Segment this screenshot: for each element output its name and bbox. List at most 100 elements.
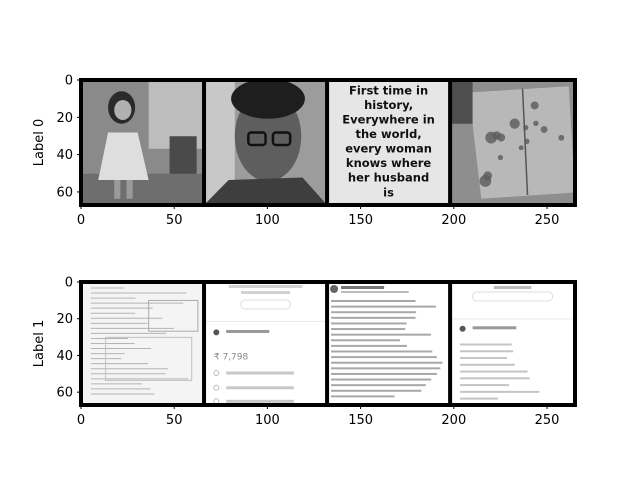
timeline-line (226, 386, 294, 390)
book-illustration-blot (530, 101, 539, 110)
tile-separator (448, 80, 453, 205)
x-tick-label: 0 (77, 213, 85, 228)
pill-button (472, 291, 554, 302)
man-shirt (204, 177, 328, 205)
post-text-line (331, 356, 437, 359)
detail-line (460, 384, 510, 387)
status-dot (213, 329, 220, 336)
book-illustration-blot (524, 138, 530, 145)
tile-separator (325, 80, 330, 205)
x-tick-label: 250 (535, 213, 560, 228)
meme-text-line: the world, (355, 127, 421, 141)
book-illustration-blot (518, 145, 524, 151)
post-text-line (331, 328, 406, 331)
detail-line (460, 397, 498, 400)
y-tick-label: 0 (65, 276, 73, 291)
avatar-dot (330, 285, 339, 293)
tile-social-post-screenshot (327, 282, 451, 405)
meme-text-line: history, (364, 98, 413, 112)
tile-separator (202, 282, 207, 405)
timeline-dot (213, 370, 220, 377)
image-area: ₹ 7,798 (81, 282, 575, 405)
meme-text-line: every woman (345, 142, 432, 156)
man-hair (231, 80, 305, 119)
glasses-lens (271, 131, 292, 147)
detail-line (460, 350, 514, 353)
y-tick-label: 20 (56, 111, 73, 126)
x-tick-label: 250 (535, 413, 560, 428)
post-text-line (331, 378, 432, 381)
timeline-line (226, 399, 294, 403)
y-tick-label: 60 (56, 386, 73, 401)
timeline-line (226, 371, 294, 375)
tile-background (327, 80, 451, 205)
form-box (148, 299, 199, 332)
post-text-line (331, 305, 436, 308)
tile-separator (202, 80, 207, 205)
tile-photo-person-standing (81, 80, 205, 205)
detail-line (460, 343, 512, 346)
book-illustration-blot (509, 118, 520, 129)
x-tick-label: 100 (255, 213, 280, 228)
person-dress (98, 132, 149, 180)
meme-text-line: her husband (348, 171, 429, 185)
x-tick-label: 150 (348, 213, 373, 228)
post-text-line (331, 300, 416, 302)
book-illustration-blot (523, 125, 529, 131)
tile-separator (325, 282, 330, 405)
x-tick-label: 200 (441, 213, 466, 228)
y-tick-label: 20 (56, 312, 73, 327)
axes-frame (79, 280, 577, 407)
book-illustration-blot (497, 154, 504, 161)
book-illustration-blot (479, 175, 492, 187)
text-line (472, 326, 517, 330)
author-line (341, 286, 385, 289)
post-text-line (331, 344, 407, 347)
post-text-line (331, 384, 426, 387)
axes-frame (79, 78, 577, 207)
meme-text-line: is (383, 185, 394, 199)
detail-line (460, 357, 507, 360)
x-tick-label: 50 (166, 413, 183, 428)
book-illustration-blot (540, 126, 548, 133)
post-text-line (331, 322, 407, 325)
post-text-line (331, 395, 395, 398)
person-leg (114, 180, 121, 199)
tile-payment-receipt-screenshot: ₹ 7,798 (204, 282, 328, 405)
text-line (226, 329, 270, 333)
status-dot (459, 325, 466, 332)
tile-background (204, 282, 328, 405)
post-text-line (331, 367, 441, 370)
y-tick-label: 60 (56, 185, 73, 200)
amount-text: ₹ 7,798 (214, 352, 249, 362)
book-illustration-blot (533, 120, 539, 127)
x-tick-label: 0 (77, 413, 85, 428)
post-text-line (331, 389, 422, 392)
header-line (228, 285, 303, 288)
header-line (493, 286, 532, 289)
tile-photo-man-with-glasses (204, 80, 328, 205)
tile-photo-book-on-table (450, 80, 575, 205)
post-text-line (331, 333, 432, 336)
meme-text-line: knows where (346, 156, 431, 170)
tile-scanned-form-document (81, 282, 205, 405)
meme-text-line: Everywhere in (342, 113, 435, 127)
x-tick-label: 100 (255, 413, 280, 428)
post-text-line (331, 311, 417, 314)
timeline-dot (213, 384, 220, 391)
y-tick-label: 40 (56, 148, 73, 163)
subtitle-line (341, 291, 409, 293)
door-shape (169, 136, 197, 180)
detail-line (460, 363, 515, 366)
x-tick-label: 150 (348, 413, 373, 428)
form-box (105, 336, 193, 381)
person-face (114, 100, 132, 120)
panel-1: ₹ 7,798 0 50 100 150 200 250 0 20 40 60 Label 1 (32, 276, 577, 428)
post-text-line (331, 339, 400, 342)
post-text-line (331, 350, 433, 353)
table-object (450, 80, 473, 124)
